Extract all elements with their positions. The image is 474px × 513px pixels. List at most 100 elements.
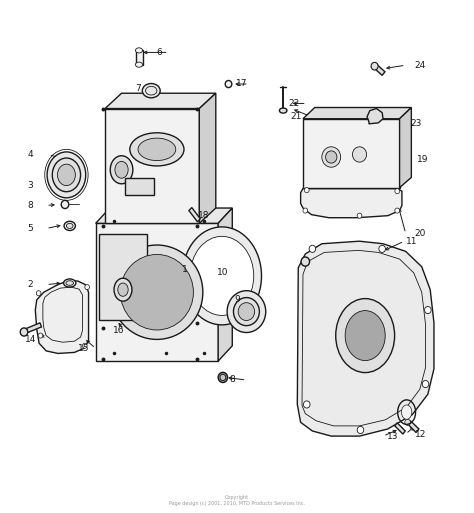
- Ellipse shape: [118, 283, 128, 297]
- FancyBboxPatch shape: [125, 179, 154, 195]
- Text: 6: 6: [156, 48, 162, 57]
- Ellipse shape: [322, 147, 341, 167]
- Polygon shape: [395, 423, 405, 434]
- Text: 24: 24: [414, 61, 426, 70]
- Text: 19: 19: [418, 155, 429, 164]
- Polygon shape: [408, 421, 419, 432]
- Ellipse shape: [401, 405, 412, 419]
- Ellipse shape: [326, 151, 337, 163]
- Ellipse shape: [225, 81, 232, 88]
- Polygon shape: [105, 109, 199, 223]
- Text: 22: 22: [288, 99, 299, 108]
- Text: Copyright
Page design (c) 2001, 2010, MTD Products Services Inc.: Copyright Page design (c) 2001, 2010, MT…: [169, 495, 305, 506]
- FancyBboxPatch shape: [303, 119, 400, 188]
- Text: 23: 23: [410, 120, 422, 128]
- Ellipse shape: [238, 303, 255, 321]
- Ellipse shape: [52, 158, 81, 192]
- Ellipse shape: [36, 291, 41, 296]
- Text: 10: 10: [217, 268, 228, 278]
- Ellipse shape: [345, 310, 385, 361]
- Ellipse shape: [304, 188, 309, 193]
- Text: 14: 14: [25, 334, 36, 344]
- Ellipse shape: [405, 419, 410, 425]
- Ellipse shape: [136, 48, 143, 53]
- Polygon shape: [400, 108, 411, 188]
- Ellipse shape: [353, 147, 366, 162]
- Text: 9: 9: [234, 295, 240, 304]
- Ellipse shape: [303, 401, 310, 408]
- Ellipse shape: [379, 245, 385, 252]
- Polygon shape: [23, 323, 41, 334]
- Ellipse shape: [422, 381, 429, 388]
- Text: 8: 8: [229, 376, 235, 384]
- Polygon shape: [303, 108, 411, 119]
- Text: 12: 12: [415, 429, 427, 439]
- Ellipse shape: [234, 298, 259, 326]
- Ellipse shape: [61, 201, 69, 209]
- Text: 20: 20: [414, 229, 426, 238]
- Ellipse shape: [38, 333, 43, 338]
- Polygon shape: [297, 241, 434, 436]
- Ellipse shape: [336, 299, 395, 372]
- Ellipse shape: [82, 343, 87, 348]
- Text: 13: 13: [387, 431, 398, 441]
- Polygon shape: [96, 223, 218, 361]
- Ellipse shape: [138, 138, 176, 161]
- Ellipse shape: [220, 374, 226, 381]
- Ellipse shape: [120, 254, 193, 330]
- Ellipse shape: [85, 285, 90, 290]
- Polygon shape: [189, 208, 200, 222]
- Polygon shape: [374, 64, 385, 75]
- Text: 21: 21: [290, 112, 301, 121]
- Text: 1: 1: [182, 265, 188, 274]
- Ellipse shape: [110, 156, 133, 184]
- Text: 18: 18: [198, 211, 210, 220]
- Ellipse shape: [309, 245, 316, 252]
- Ellipse shape: [142, 84, 160, 98]
- Ellipse shape: [227, 291, 266, 332]
- Ellipse shape: [395, 208, 400, 213]
- Ellipse shape: [190, 236, 254, 315]
- Ellipse shape: [47, 152, 86, 198]
- Polygon shape: [96, 208, 232, 223]
- Polygon shape: [36, 281, 89, 353]
- Ellipse shape: [301, 257, 310, 266]
- Ellipse shape: [136, 62, 143, 67]
- Polygon shape: [136, 50, 143, 65]
- Ellipse shape: [395, 189, 400, 194]
- Text: 3: 3: [28, 181, 34, 190]
- Ellipse shape: [357, 426, 364, 433]
- Ellipse shape: [130, 133, 184, 166]
- Text: 16: 16: [112, 326, 124, 335]
- Ellipse shape: [218, 372, 228, 383]
- Text: 2: 2: [28, 280, 34, 289]
- Ellipse shape: [57, 164, 75, 186]
- Ellipse shape: [371, 63, 378, 70]
- Ellipse shape: [66, 281, 73, 285]
- Polygon shape: [218, 208, 232, 361]
- Ellipse shape: [357, 213, 362, 218]
- Ellipse shape: [279, 108, 287, 113]
- Ellipse shape: [303, 208, 308, 213]
- FancyBboxPatch shape: [100, 233, 146, 320]
- Polygon shape: [105, 93, 216, 109]
- Polygon shape: [367, 109, 383, 124]
- Polygon shape: [301, 189, 402, 218]
- Ellipse shape: [182, 227, 262, 325]
- Text: 11: 11: [406, 236, 417, 246]
- Ellipse shape: [114, 278, 132, 301]
- Text: 15: 15: [78, 344, 90, 353]
- Text: 4: 4: [28, 150, 34, 159]
- Text: 5: 5: [28, 224, 34, 233]
- Ellipse shape: [425, 306, 431, 313]
- Ellipse shape: [66, 223, 73, 228]
- Polygon shape: [199, 93, 216, 223]
- Text: 17: 17: [236, 78, 247, 88]
- Text: 7: 7: [135, 84, 141, 93]
- Ellipse shape: [115, 162, 128, 178]
- Ellipse shape: [20, 328, 28, 336]
- Ellipse shape: [64, 279, 76, 287]
- Ellipse shape: [64, 221, 75, 230]
- Ellipse shape: [111, 245, 203, 340]
- Text: 8: 8: [28, 201, 34, 210]
